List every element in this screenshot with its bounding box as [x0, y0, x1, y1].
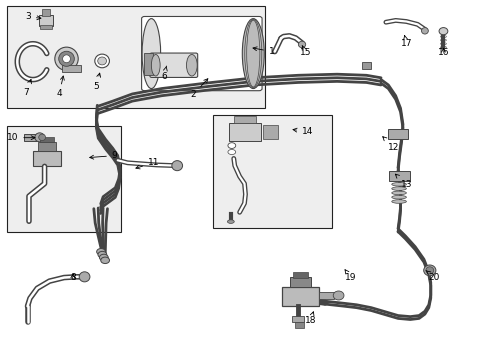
Ellipse shape	[95, 54, 109, 68]
Bar	[233, 116, 255, 123]
Bar	[361, 62, 370, 69]
Text: 10: 10	[7, 133, 35, 142]
Ellipse shape	[391, 191, 406, 195]
Text: 1: 1	[252, 47, 274, 56]
Text: 8: 8	[70, 273, 76, 282]
Bar	[294, 322, 303, 328]
Ellipse shape	[39, 134, 45, 140]
Bar	[212, 116, 331, 228]
FancyBboxPatch shape	[142, 17, 262, 91]
Bar	[24, 134, 38, 140]
Ellipse shape	[97, 248, 105, 255]
Ellipse shape	[391, 183, 406, 186]
Bar	[293, 272, 307, 278]
Ellipse shape	[171, 161, 182, 171]
Text: 3: 3	[25, 12, 41, 21]
Text: 14: 14	[292, 127, 313, 136]
Ellipse shape	[227, 149, 235, 154]
Ellipse shape	[99, 254, 108, 261]
Bar	[282, 287, 319, 306]
Bar	[39, 15, 53, 26]
Ellipse shape	[391, 200, 406, 203]
Ellipse shape	[35, 133, 44, 142]
Bar	[228, 123, 260, 140]
Bar	[319, 292, 333, 299]
Text: 16: 16	[437, 48, 448, 57]
Ellipse shape	[242, 19, 264, 89]
Ellipse shape	[298, 41, 305, 48]
Text: 13: 13	[395, 174, 411, 189]
Ellipse shape	[391, 187, 406, 190]
Bar	[40, 25, 52, 30]
Text: 2: 2	[190, 79, 207, 99]
Text: 7: 7	[23, 80, 31, 96]
Ellipse shape	[421, 28, 427, 34]
Bar	[144, 53, 153, 75]
Text: 9: 9	[89, 151, 118, 160]
Ellipse shape	[101, 257, 109, 264]
Bar	[263, 125, 277, 139]
Bar	[6, 126, 121, 232]
Bar	[291, 316, 304, 322]
Bar	[38, 141, 56, 150]
Bar	[388, 171, 409, 181]
FancyBboxPatch shape	[150, 53, 197, 77]
Ellipse shape	[55, 47, 78, 71]
Ellipse shape	[425, 267, 433, 274]
Text: 17: 17	[400, 36, 411, 48]
Text: 12: 12	[382, 137, 398, 152]
Bar	[33, 150, 61, 166]
Ellipse shape	[227, 143, 235, 148]
Bar	[40, 137, 54, 142]
Text: 11: 11	[136, 158, 159, 169]
Ellipse shape	[332, 291, 343, 300]
Bar	[6, 6, 264, 108]
Text: 5: 5	[93, 73, 101, 91]
Text: 20: 20	[425, 270, 439, 282]
Bar	[61, 65, 81, 72]
Ellipse shape	[79, 272, 90, 282]
Bar	[41, 9, 50, 16]
Bar	[387, 129, 407, 139]
Ellipse shape	[59, 51, 74, 66]
Ellipse shape	[98, 251, 106, 258]
Ellipse shape	[62, 55, 70, 63]
Ellipse shape	[391, 195, 406, 199]
Ellipse shape	[227, 220, 234, 224]
Text: 19: 19	[345, 270, 356, 282]
Ellipse shape	[186, 54, 197, 76]
Text: 4: 4	[56, 76, 64, 98]
Ellipse shape	[98, 57, 106, 65]
Ellipse shape	[142, 19, 160, 89]
Text: 15: 15	[299, 45, 310, 57]
Ellipse shape	[438, 28, 447, 35]
Bar	[289, 277, 311, 287]
Text: 18: 18	[304, 312, 315, 325]
Text: 6: 6	[161, 66, 167, 81]
Ellipse shape	[423, 265, 435, 276]
Ellipse shape	[151, 54, 160, 76]
